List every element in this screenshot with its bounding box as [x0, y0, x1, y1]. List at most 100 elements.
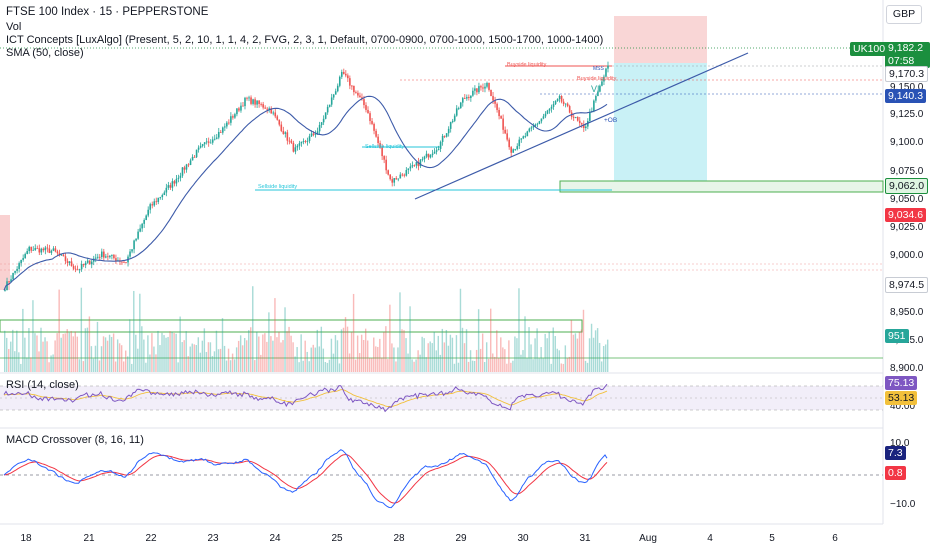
volume-bar — [139, 293, 141, 372]
macd-legend[interactable]: MACD Crossover (8, 16, 11) — [6, 434, 144, 446]
volume-bar — [385, 326, 387, 372]
volume-bar — [481, 333, 484, 372]
volume-bar — [310, 347, 312, 372]
candle-body — [246, 97, 248, 99]
candle-body — [18, 263, 20, 269]
candle-body — [131, 249, 133, 252]
price-tick-label: 9,025.0 — [890, 222, 924, 233]
level-label-3: 9,062.0 — [885, 178, 929, 194]
candle-body — [330, 97, 333, 105]
volume-bar — [584, 360, 587, 372]
volume-bar — [590, 323, 593, 372]
rsi-legend[interactable]: RSI (14, close) — [6, 379, 79, 391]
mss-label: MSS — [593, 66, 605, 72]
candle-body — [363, 99, 365, 106]
time-tick-label: 5 — [769, 533, 775, 544]
candle-body — [139, 228, 141, 232]
volume-bar — [407, 353, 409, 372]
sma-legend[interactable]: SMA (50, close) — [6, 47, 84, 59]
volume-bar — [38, 351, 40, 372]
vol-legend[interactable]: Vol — [6, 21, 22, 33]
candle-body — [316, 131, 319, 135]
volume-bar — [401, 329, 403, 372]
candle-body — [502, 118, 504, 130]
volume-bar — [473, 360, 476, 372]
volume-bar — [409, 306, 411, 372]
candle-body — [326, 106, 329, 113]
candle-body — [554, 100, 557, 105]
volume-bar — [447, 345, 450, 372]
volume-bar — [498, 357, 500, 372]
volume-bar — [350, 332, 353, 372]
volume-bar — [461, 327, 464, 372]
candle-body — [161, 195, 164, 198]
volume-bar — [280, 342, 282, 372]
volume-bar — [268, 312, 270, 372]
volume-bar — [290, 335, 292, 372]
candle-body — [42, 248, 45, 251]
currency-button[interactable]: GBP — [886, 5, 922, 24]
candle-body — [314, 134, 317, 135]
volume-bar — [312, 344, 314, 372]
candle-body — [28, 246, 31, 252]
candle-body — [492, 96, 494, 101]
candle-body — [236, 108, 238, 115]
volume-bar — [203, 328, 206, 372]
volume-bar — [518, 288, 520, 372]
volume-bar — [24, 337, 26, 372]
price-tick-label: 9,125.0 — [890, 109, 924, 120]
candle-body — [185, 164, 188, 170]
volume-bar — [488, 358, 490, 372]
volume-bar — [262, 334, 264, 372]
volume-bar — [94, 345, 97, 372]
candle-body — [520, 138, 523, 140]
ict-legend[interactable]: ICT Concepts [LuxAlgo] (Present, 5, 2, 1… — [6, 34, 604, 46]
candle-body — [429, 155, 432, 158]
candle-body — [228, 122, 230, 124]
candle-body — [151, 204, 154, 206]
level-label-1: 9,170.3 — [885, 66, 929, 82]
volume-bar — [457, 362, 460, 372]
volume-bar — [122, 361, 125, 372]
volume-bar — [334, 335, 337, 372]
volume-bar — [286, 331, 288, 372]
volume-bar — [80, 287, 83, 372]
candle-body — [133, 240, 135, 250]
candle-body — [512, 149, 515, 153]
candle-body — [318, 125, 321, 132]
symbol-title[interactable]: FTSE 100 Index · 15 · PEPPERSTONE — [6, 6, 209, 18]
candle-body — [155, 201, 158, 203]
candle-body — [607, 65, 609, 69]
candle-body — [288, 140, 291, 142]
candle-body — [270, 108, 273, 114]
candle-body — [439, 141, 442, 149]
volume-bar — [320, 326, 323, 372]
volume-bar — [360, 334, 363, 372]
candle-body — [145, 215, 147, 221]
volume-bar — [314, 347, 316, 372]
volume-bar — [92, 358, 95, 372]
volume-bar — [237, 340, 240, 372]
volume-bar — [469, 350, 472, 372]
candle-body — [371, 120, 373, 124]
volume-bar — [177, 362, 179, 372]
volume-bar — [346, 326, 349, 372]
volume-bar — [133, 290, 135, 372]
volume-bar — [26, 357, 28, 372]
candle-body — [240, 105, 242, 111]
candle-body — [153, 201, 156, 206]
candle-body — [121, 261, 123, 263]
candle-body — [381, 147, 383, 157]
volume-bar — [524, 316, 526, 372]
volume-bar — [504, 349, 506, 372]
candle-body — [595, 95, 597, 101]
volume-bar — [415, 359, 417, 372]
candle-body — [280, 124, 283, 131]
volume-bar — [358, 353, 361, 372]
candle-body — [260, 103, 262, 105]
candle-body — [183, 167, 186, 170]
volume-bar — [369, 357, 371, 372]
volume-bar — [574, 333, 577, 372]
